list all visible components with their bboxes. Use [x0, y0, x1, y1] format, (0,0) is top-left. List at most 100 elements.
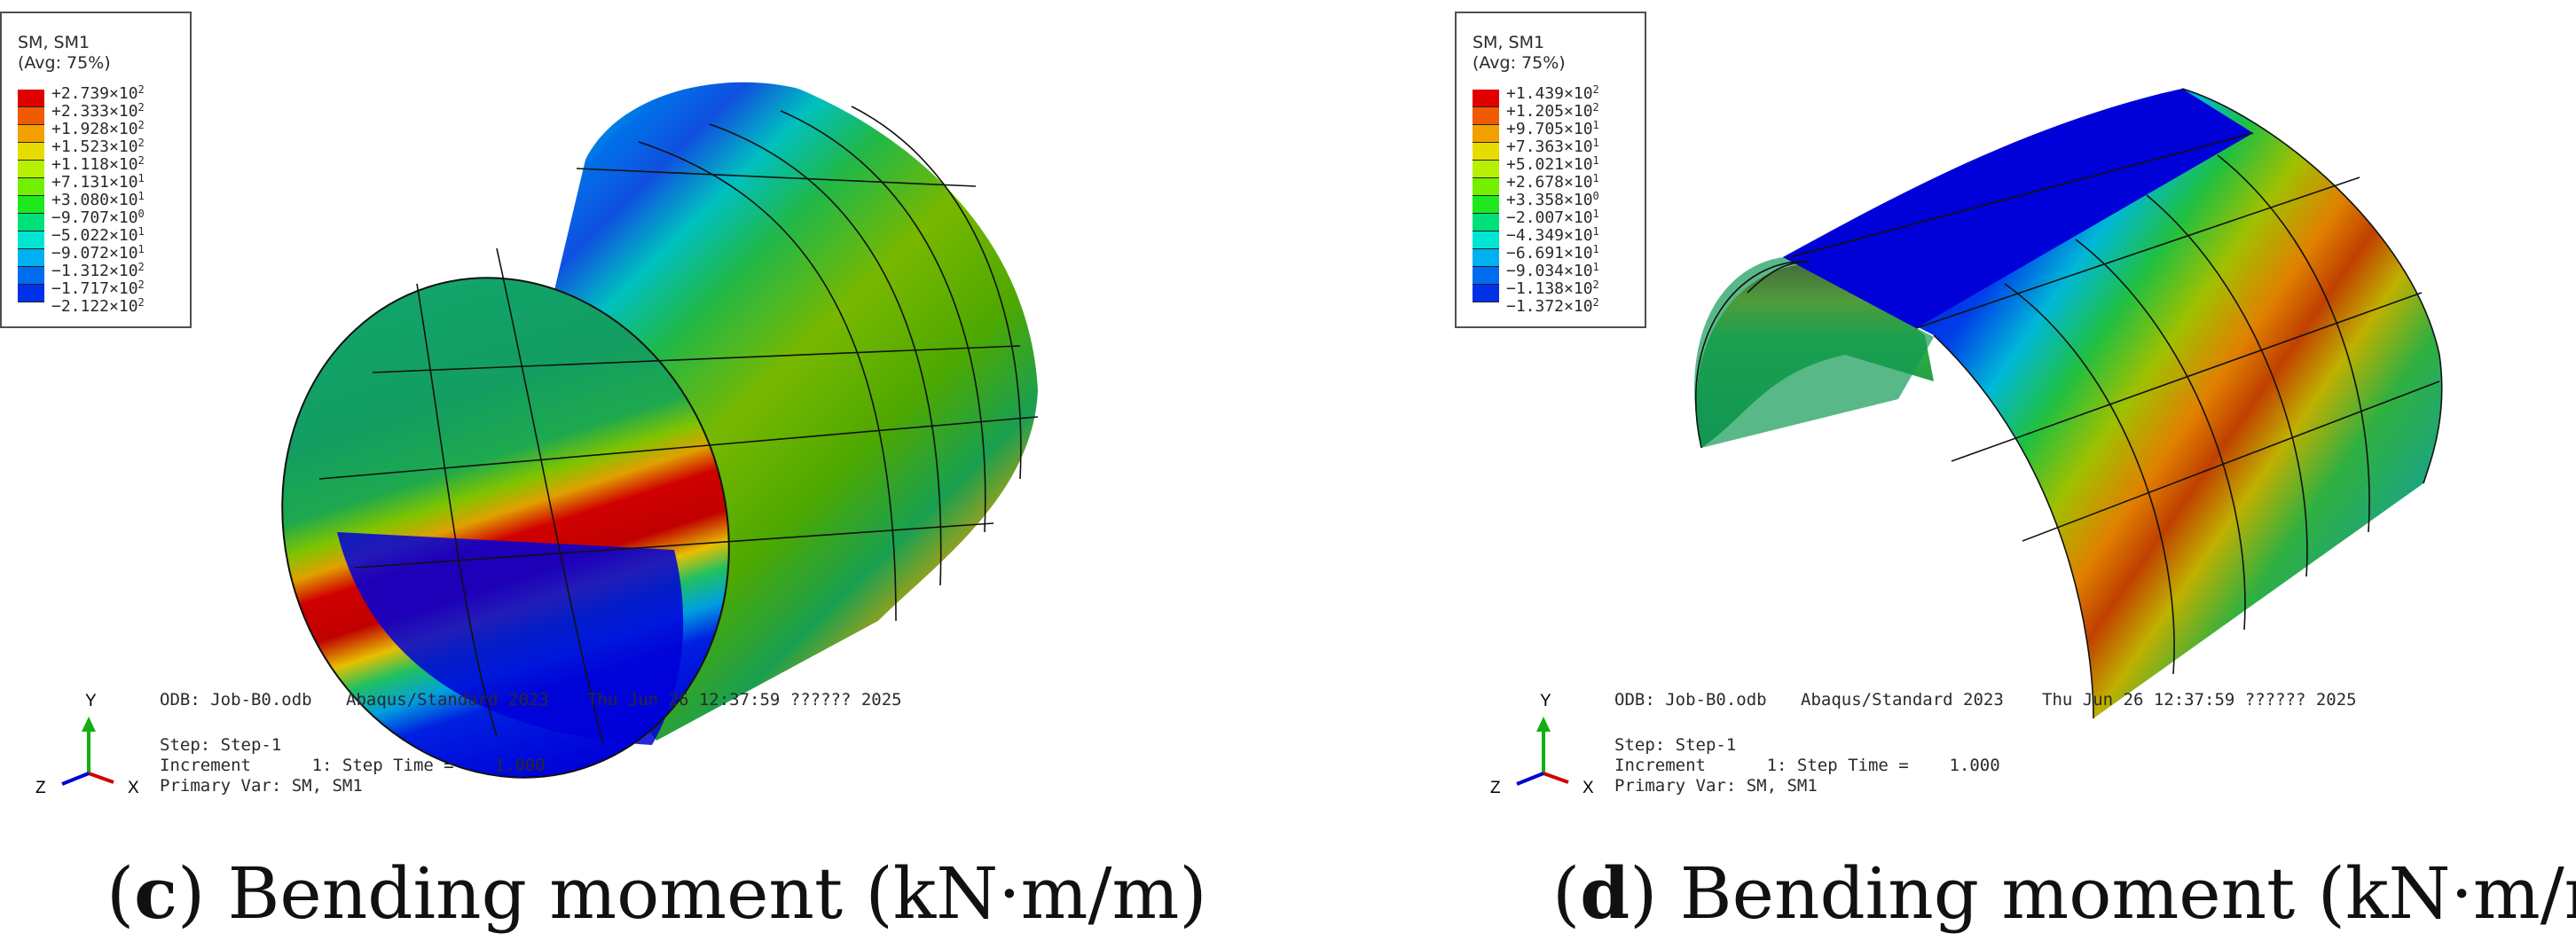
- legend-value: +2.739×102: [51, 82, 145, 102]
- legend-mantissa: −5.022: [51, 226, 110, 245]
- legend-color-swatch: [18, 161, 44, 178]
- legend-times: ×10: [109, 244, 138, 263]
- legend-exponent: 1: [1592, 119, 1599, 131]
- legend-times: ×10: [1564, 120, 1593, 138]
- legend-value: +2.678×101: [1506, 170, 1599, 191]
- legend-entry: +1.439×102: [1473, 83, 1632, 107]
- legend-mantissa: −9.707: [51, 208, 110, 227]
- legend-mantissa: −2.122: [51, 297, 110, 316]
- legend-exponent: 1: [1592, 225, 1599, 238]
- legend-times: ×10: [109, 173, 138, 192]
- legend-title: SM, SM1: [18, 33, 90, 52]
- legend-exponent: 1: [1592, 137, 1599, 149]
- legend-value: −9.072×101: [51, 241, 145, 262]
- legend-entry: +3.358×100: [1473, 190, 1632, 214]
- legend-value: +2.333×102: [51, 99, 145, 120]
- legend-value: +3.080×101: [51, 188, 145, 208]
- legend-color-swatch: [1473, 249, 1499, 267]
- legend-entry: +5.021×101: [1473, 154, 1632, 178]
- legend-color-swatch: [18, 107, 44, 125]
- legend-mantissa: +7.363: [1506, 137, 1565, 156]
- odb-name: ODB: Job-B0.odb: [1614, 690, 1767, 710]
- y-axis-arrowhead: [82, 717, 96, 732]
- legend-title: SM, SM1: [1473, 33, 1545, 52]
- legend-mantissa: +1.439: [1506, 84, 1565, 103]
- legend-exponent: 1: [1592, 243, 1599, 255]
- legend-value: +1.439×102: [1506, 82, 1599, 102]
- primary-var: Primary Var: SM, SM1: [1614, 776, 1818, 796]
- legend-color-swatch: [1473, 178, 1499, 196]
- legend-mantissa: +7.131: [51, 173, 110, 192]
- legend-color-swatch: [1473, 267, 1499, 285]
- legend-entry: +2.739×102: [18, 83, 177, 107]
- legend-color-swatch: [18, 249, 44, 267]
- legend-color-swatch: [1473, 143, 1499, 161]
- legend-exponent: 2: [1592, 278, 1599, 291]
- legend-mantissa: +5.021: [1506, 155, 1565, 174]
- legend-times: ×10: [1564, 155, 1593, 174]
- legend-mantissa: −6.691: [1506, 244, 1565, 263]
- primary-var: Primary Var: SM, SM1: [160, 776, 363, 796]
- step-info: Step: Step-1: [1614, 735, 1737, 755]
- legend-value: −4.349×101: [1506, 223, 1599, 244]
- legend-mantissa: +1.928: [51, 120, 110, 138]
- legend-value: −2.122×102: [51, 294, 145, 315]
- legend-times: ×10: [109, 191, 138, 209]
- solver-version: Abaqus/Standard 2023: [346, 690, 549, 710]
- legend-exponent: 2: [1592, 83, 1599, 96]
- legend-exponent: 1: [1592, 154, 1599, 167]
- caption: (d) Bending moment (kN·m/m): [1552, 853, 2576, 934]
- legend-exponent: 1: [1592, 261, 1599, 273]
- y-axis-arrowhead: [1536, 717, 1551, 732]
- legend-times: ×10: [109, 208, 138, 227]
- legend-times: ×10: [1564, 279, 1593, 298]
- legend-entry: +7.131×101: [18, 172, 177, 196]
- legend-entry: −2.122×102: [18, 296, 177, 320]
- legend-mantissa: −1.717: [51, 279, 110, 298]
- legend-times: ×10: [109, 84, 138, 103]
- legend-value: +7.131×101: [51, 170, 145, 191]
- legend-color-swatch: [1473, 214, 1499, 231]
- legend-times: ×10: [1564, 137, 1593, 156]
- z-axis-arrow: [1516, 772, 1544, 786]
- legend-color-swatch: [18, 231, 44, 249]
- legend-color-swatch: [1473, 196, 1499, 214]
- legend-mantissa: −4.349: [1506, 226, 1565, 245]
- legend: SM, SM1 (Avg: 75%) +2.739×102 +2.333×102 +…: [0, 12, 192, 328]
- legend-times: ×10: [1564, 262, 1593, 280]
- legend-entry: −9.034×101: [1473, 261, 1632, 285]
- caption-text: Bending moment (kN·m/m): [1657, 852, 2576, 935]
- legend-exponent: 2: [137, 278, 145, 291]
- legend-value: −1.372×102: [1506, 294, 1599, 315]
- legend-value: +5.021×101: [1506, 153, 1599, 173]
- legend-entry: +1.205×102: [1473, 101, 1632, 125]
- legend-times: ×10: [1564, 244, 1593, 263]
- axis-y-label: Y: [85, 692, 97, 710]
- x-axis-arrow: [1543, 772, 1569, 784]
- legend-entry: −1.312×102: [18, 261, 177, 285]
- legend-exponent: 0: [1592, 190, 1599, 202]
- legend-color-swatch: [1473, 107, 1499, 125]
- legend-entry: −2.007×101: [1473, 208, 1632, 231]
- legend-value: +1.523×102: [51, 135, 145, 155]
- legend-times: ×10: [1564, 84, 1593, 103]
- legend-exponent: 1: [137, 225, 145, 238]
- legend-value: +9.705×101: [1506, 117, 1599, 137]
- legend-exponent: 2: [1592, 296, 1599, 309]
- legend-exponent: 2: [137, 83, 145, 96]
- legend-value: −5.022×101: [51, 223, 145, 244]
- legend-exponent: 1: [137, 190, 145, 202]
- legend: SM, SM1 (Avg: 75%) +1.439×102 +1.205×102 +…: [1455, 12, 1646, 328]
- legend-exponent: 2: [137, 101, 145, 114]
- legend-entry: −5.022×101: [18, 225, 177, 249]
- legend-mantissa: −9.034: [1506, 262, 1565, 280]
- legend-entry: −4.349×101: [1473, 225, 1632, 249]
- legend-exponent: 1: [137, 243, 145, 255]
- caption: (c) Bending moment (kN·m/m): [106, 851, 1207, 935]
- legend-entry: −1.138×102: [1473, 278, 1632, 302]
- legend-mantissa: +1.118: [51, 155, 110, 174]
- panel-c: SM, SM1 (Avg: 75%) +2.739×102 +2.333×102 +…: [0, 12, 1207, 935]
- legend-value: −1.312×102: [51, 259, 145, 279]
- legend-value: −1.138×102: [1506, 277, 1599, 297]
- increment-info: Increment 1: Step Time = 1.000: [160, 756, 546, 775]
